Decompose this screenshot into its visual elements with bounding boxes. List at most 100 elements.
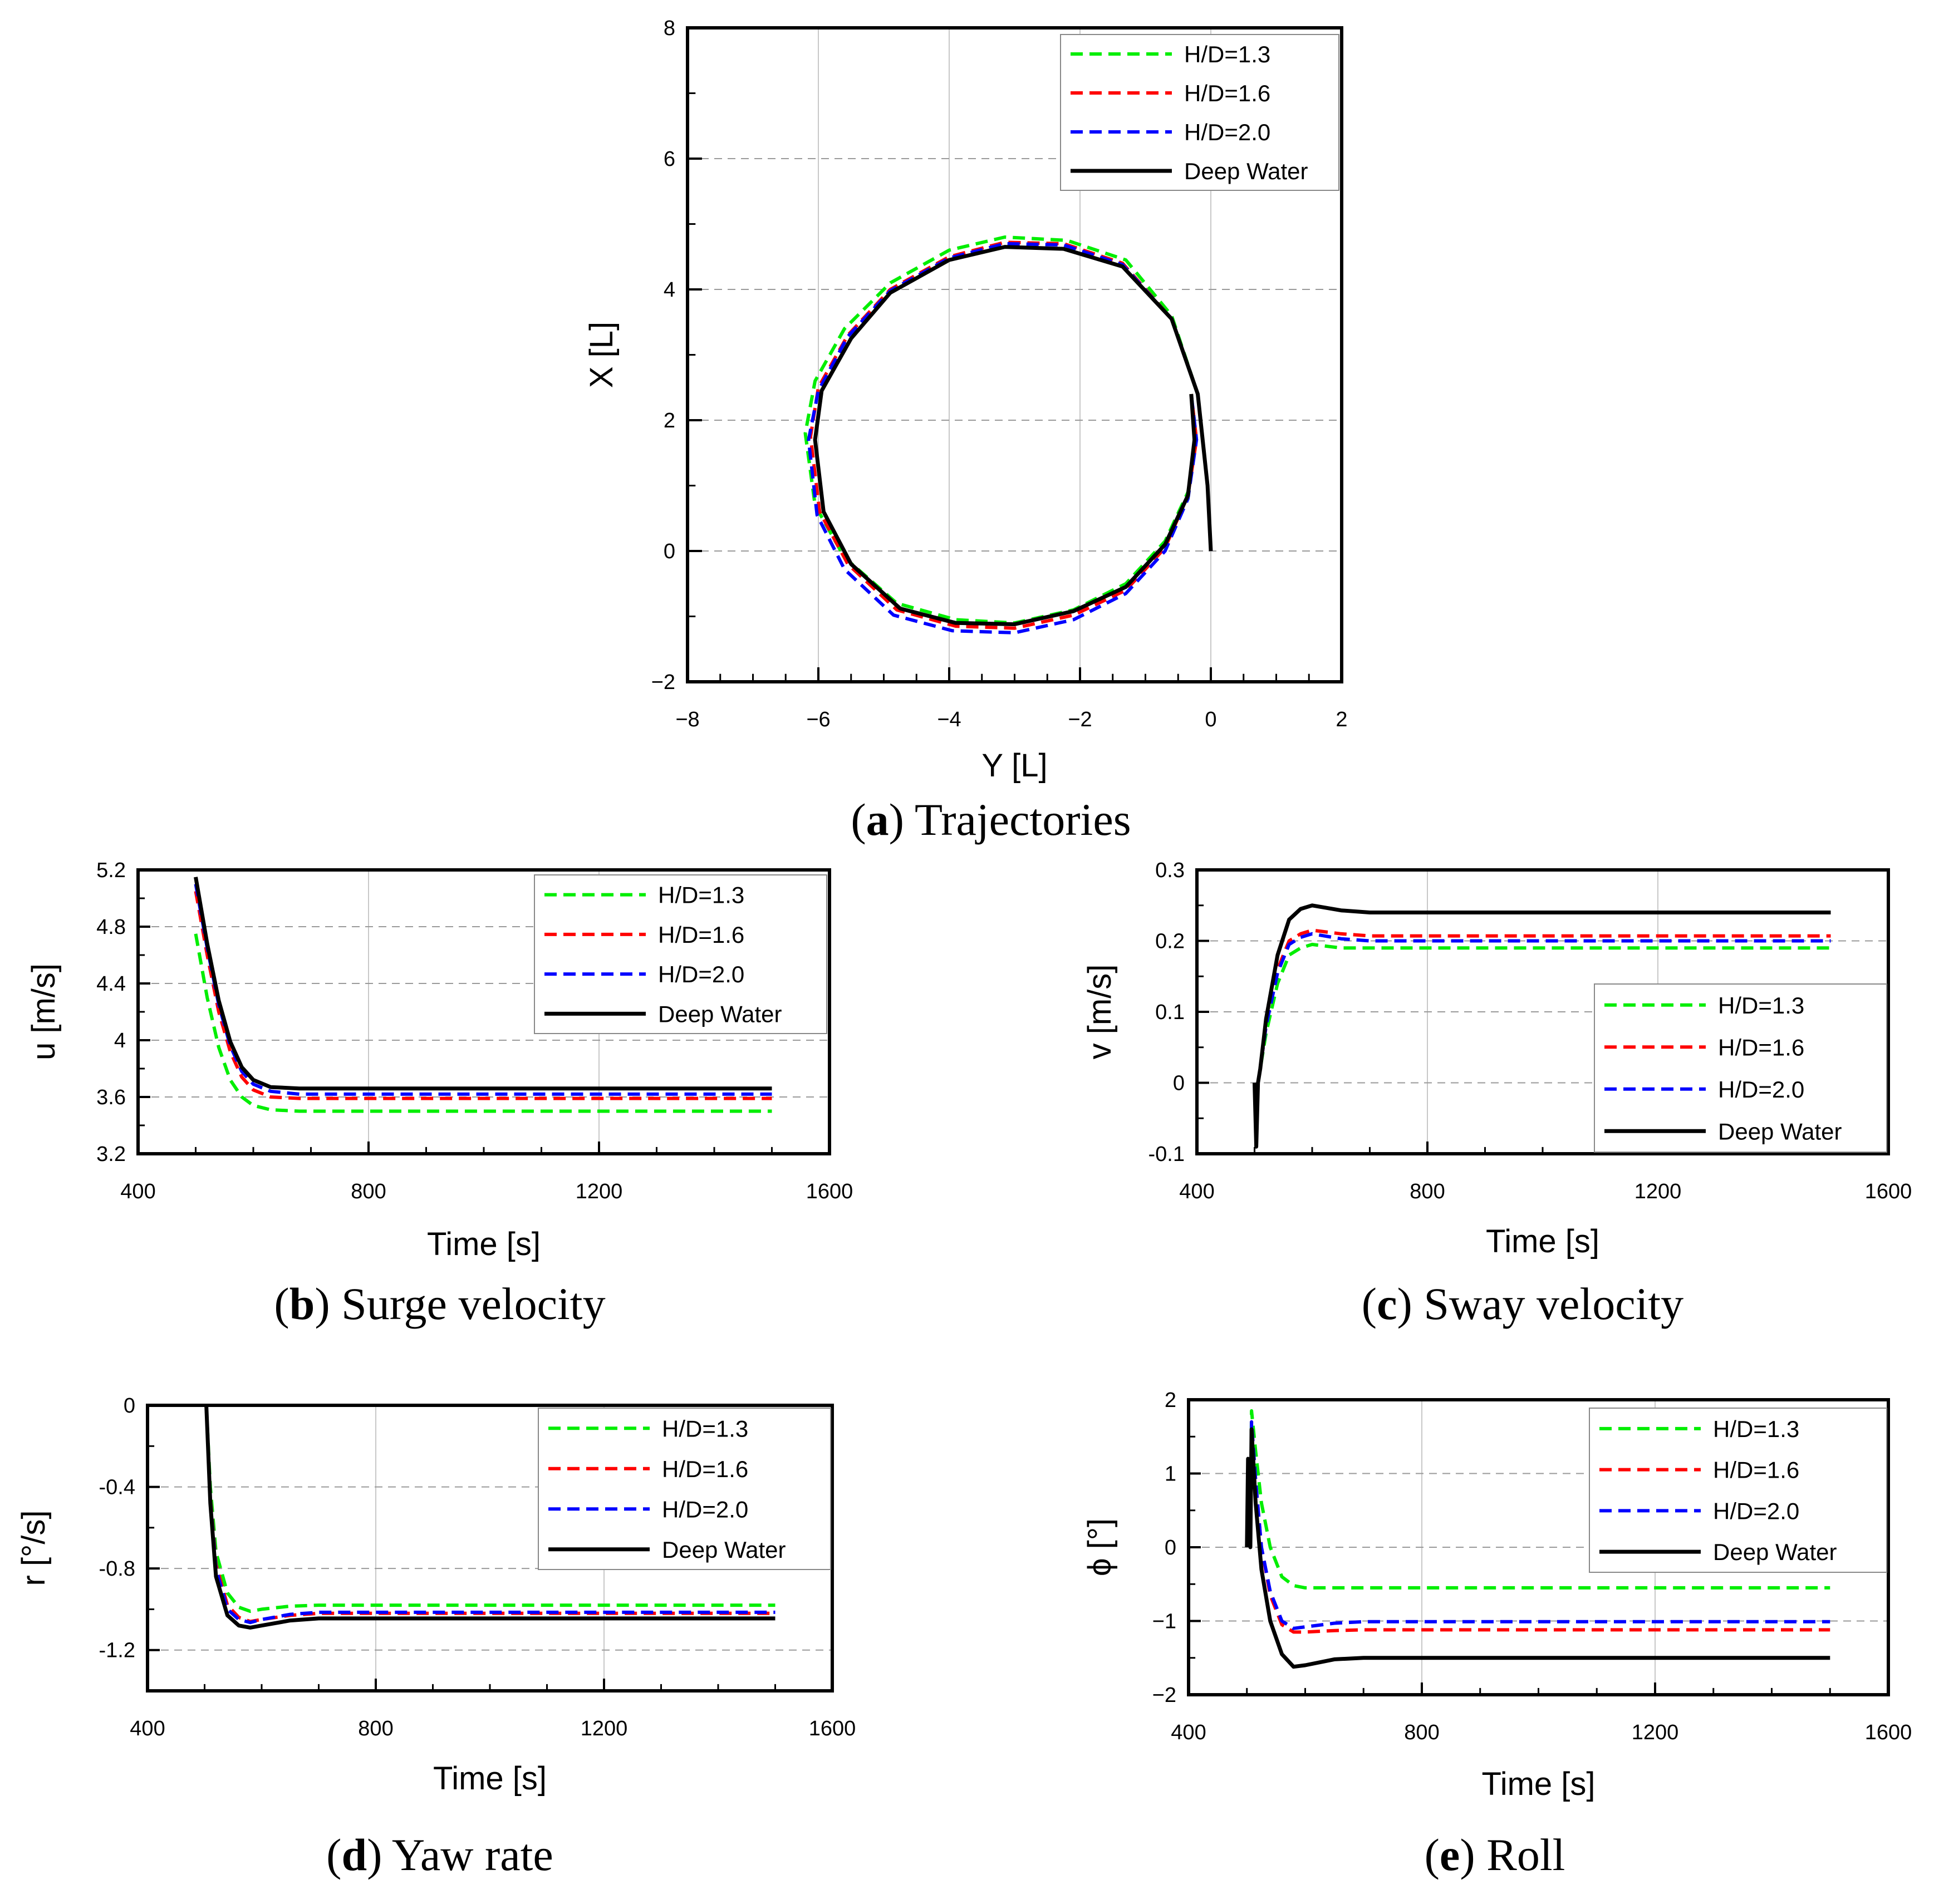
legend-box [534, 874, 827, 1034]
x-tick-label: −4 [937, 708, 961, 731]
caption-text: Roll [1486, 1829, 1565, 1880]
panel-caption: (a) Trajectories [851, 794, 1131, 845]
y-tick-label: −2 [651, 671, 675, 694]
y-tick-label: 4 [114, 1029, 126, 1052]
x-tick-label: 0 [1205, 708, 1216, 731]
legend-entry-label: Deep Water [1184, 158, 1308, 184]
caption-paren-open: ( [1425, 1829, 1440, 1880]
x-tick-label: 400 [120, 1180, 155, 1203]
y-tick-label: 3.6 [96, 1086, 126, 1109]
series-line-deep-water [204, 1405, 775, 1630]
legend-entry-label: H/D=1.6 [662, 1456, 748, 1482]
caption-paren-close: ) [367, 1829, 392, 1880]
legend: H/D=1.3 H/D=1.6 H/D=2.0 Deep Water [534, 874, 827, 1034]
series-line-h-d-1-6 [1249, 1420, 1830, 1634]
caption-text: Sway velocity [1423, 1278, 1683, 1329]
y-tick-label: -0.8 [99, 1557, 135, 1581]
legend-entry-label: H/D=2.0 [1713, 1498, 1799, 1524]
y-tick-label: −1 [1152, 1610, 1176, 1634]
series-line-deep-water [1253, 903, 1831, 1149]
legend-entry-label: H/D=1.3 [662, 1415, 748, 1441]
y-tick-label: -0.1 [1148, 1143, 1185, 1166]
caption-letter: c [1377, 1278, 1397, 1329]
x-tick-label: 1200 [1634, 1180, 1682, 1203]
caption-paren-open: ( [326, 1829, 341, 1880]
panel-caption: (e) Roll [1425, 1829, 1565, 1880]
caption-paren-open: ( [1362, 1278, 1377, 1329]
legend-entry-label: H/D=1.6 [1184, 80, 1270, 106]
x-axis-label: Y [L] [981, 747, 1047, 784]
y-tick-label: 4.4 [96, 972, 126, 996]
legend-entry-label: H/D=1.6 [658, 922, 744, 948]
x-tick-label: 1200 [1632, 1721, 1679, 1744]
caption-letter: b [289, 1278, 315, 1329]
panel-caption: (b) Surge velocity [274, 1278, 605, 1329]
y-axis-label: ϕ [°] [1082, 1518, 1118, 1576]
legend-entry-label: H/D=2.0 [658, 961, 744, 987]
x-tick-label: 800 [358, 1717, 393, 1740]
y-tick-label: −2 [1152, 1684, 1176, 1707]
legend-box [1589, 1408, 1887, 1573]
legend-box [1060, 34, 1339, 191]
x-tick-label: 400 [130, 1717, 165, 1740]
x-tick-label: 1600 [809, 1717, 856, 1740]
y-tick-label: 3.2 [96, 1143, 126, 1166]
y-tick-label: 0 [124, 1394, 135, 1418]
caption-paren-open: ( [274, 1278, 289, 1329]
legend-box [538, 1408, 831, 1570]
legend-entry-label: Deep Water [1718, 1118, 1842, 1144]
x-tick-label: −8 [675, 708, 699, 731]
series-line-h-d-1-3 [194, 933, 772, 1113]
caption-letter: e [1440, 1829, 1460, 1880]
caption-letter: a [866, 794, 889, 845]
chart-panel-yaw-rate: 400 800 1200 1600 -1.2 -0.8 -0.4 0 Time [s] r [°/… [16, 1394, 856, 1880]
y-axis-label: X [L] [583, 322, 620, 388]
legend-entry-label: Deep Water [1713, 1539, 1837, 1565]
x-axis-label: Time [s] [427, 1226, 541, 1262]
y-tick-label: 4.8 [96, 916, 126, 939]
y-axis-label: r [°/s] [16, 1511, 52, 1586]
legend-entry-label: Deep Water [662, 1537, 786, 1563]
x-tick-label: −2 [1068, 708, 1092, 731]
caption-paren-close: ) [889, 794, 915, 845]
x-tick-label: 800 [1404, 1721, 1439, 1744]
y-tick-label: 8 [664, 17, 675, 40]
legend-entry-label: H/D=1.3 [1713, 1416, 1799, 1442]
caption-text: Trajectories [915, 794, 1131, 845]
y-tick-label: 0 [1165, 1536, 1176, 1559]
legend-entry-label: H/D=2.0 [662, 1496, 748, 1522]
legend-entry-label: H/D=1.3 [1184, 41, 1270, 67]
series-line-deep-water [1245, 1427, 1830, 1669]
legend: H/D=1.3 H/D=1.6 H/D=2.0 Deep Water [538, 1408, 831, 1570]
legend-entry-label: H/D=1.3 [658, 882, 744, 908]
series-line-deep-water [813, 245, 1213, 627]
x-axis-label: Time [s] [1481, 1766, 1595, 1802]
y-tick-label: 1 [1165, 1463, 1176, 1486]
x-tick-label: 1200 [581, 1717, 628, 1740]
chart-panel-roll: 400 800 1200 1600 −2 −1 0 1 2 Time [s] ϕ [°] H/D=1.… [1082, 1389, 1912, 1880]
y-tick-label: 2 [664, 409, 675, 432]
legend: H/D=1.3 H/D=1.6 H/D=2.0 Deep Water [1589, 1408, 1887, 1573]
x-tick-label: 1600 [1865, 1721, 1912, 1744]
legend-entry-label: H/D=1.6 [1713, 1457, 1799, 1483]
legend-entry-label: H/D=1.3 [1718, 992, 1804, 1019]
caption-paren-close: ) [315, 1278, 341, 1329]
x-tick-label: 800 [351, 1180, 386, 1203]
y-tick-label: -0.4 [99, 1476, 135, 1499]
x-axis-label: Time [s] [433, 1760, 547, 1797]
y-tick-label: -1.2 [99, 1639, 135, 1662]
x-tick-label: 2 [1336, 708, 1347, 731]
y-tick-label: 0.2 [1155, 930, 1185, 953]
legend: H/D=1.3 H/D=1.6 H/D=2.0 Deep Water [1594, 983, 1887, 1153]
y-tick-label: 0 [664, 540, 675, 563]
series-line-h-d-2-0 [1249, 1420, 1830, 1630]
legend-entry-label: H/D=1.6 [1718, 1034, 1804, 1060]
legend-entry-label: Deep Water [658, 1001, 782, 1027]
series-line-h-d-1-6 [194, 890, 772, 1100]
x-tick-label: −6 [806, 708, 830, 731]
caption-paren-close: ) [1460, 1829, 1486, 1880]
caption-text: Yaw rate [392, 1829, 553, 1880]
x-axis-label: Time [s] [1486, 1223, 1599, 1260]
panel-caption: (d) Yaw rate [326, 1829, 553, 1880]
